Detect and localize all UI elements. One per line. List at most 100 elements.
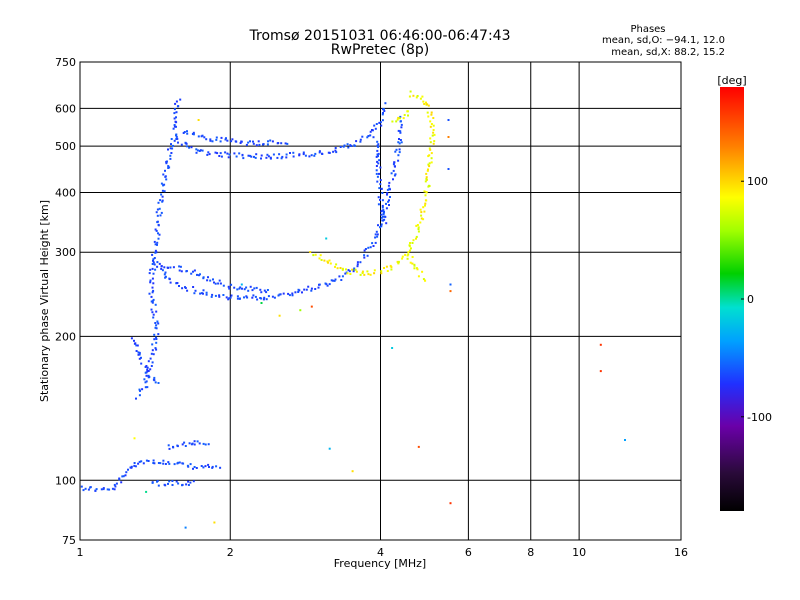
data-point: [161, 269, 164, 272]
data-point: [421, 95, 424, 98]
data-point: [427, 104, 430, 107]
data-point: [413, 263, 416, 266]
data-point: [175, 116, 177, 119]
data-point: [382, 112, 384, 114]
data-point: [393, 165, 396, 168]
data-point: [152, 261, 155, 264]
data-point: [193, 440, 196, 443]
data-point: [377, 146, 380, 148]
data-point: [170, 143, 172, 146]
data-point: [377, 143, 380, 146]
colorbar: [720, 87, 744, 511]
data-point: [325, 283, 328, 286]
data-point: [207, 151, 210, 154]
data-point: [202, 466, 205, 469]
data-point: [183, 441, 186, 444]
data-point: [341, 275, 344, 278]
data-point: [281, 155, 284, 158]
data-point: [265, 298, 268, 301]
data-point: [249, 285, 252, 288]
data-point: [363, 254, 366, 257]
data-point: [209, 139, 212, 142]
data-point: [156, 214, 159, 217]
data-point: [371, 129, 373, 131]
data-point: [384, 102, 387, 105]
data-point: [153, 379, 156, 382]
data-point: [318, 151, 321, 154]
data-point: [363, 273, 366, 276]
data-point: [236, 295, 239, 298]
data-point: [192, 467, 194, 470]
data-point: [172, 446, 175, 449]
data-point: [383, 110, 386, 112]
data-point: [400, 141, 403, 144]
data-point: [158, 233, 161, 236]
data-point: [145, 490, 148, 493]
data-point: [180, 270, 183, 273]
data-point: [164, 271, 167, 274]
data-point: [378, 172, 380, 175]
data-point: [156, 243, 158, 246]
data-point: [342, 145, 345, 148]
data-point: [152, 462, 155, 464]
data-point: [376, 153, 379, 156]
data-point: [217, 282, 220, 285]
data-point: [154, 268, 157, 271]
data-point: [262, 298, 265, 301]
data-point: [169, 266, 172, 269]
data-point: [157, 333, 160, 336]
data-point: [94, 489, 97, 492]
data-point: [375, 230, 378, 233]
data-point: [389, 264, 392, 267]
data-point: [157, 484, 160, 487]
data-point: [277, 142, 280, 144]
data-point: [409, 242, 411, 244]
data-point: [206, 153, 209, 156]
data-point: [375, 172, 378, 175]
data-point: [241, 287, 243, 290]
data-point: [113, 488, 116, 491]
data-point: [149, 279, 152, 282]
data-point: [374, 236, 377, 239]
data-point: [266, 289, 269, 291]
data-point: [425, 176, 428, 179]
data-point: [173, 108, 176, 111]
data-point: [175, 111, 178, 114]
data-point: [171, 484, 174, 486]
data-point: [385, 202, 387, 205]
data-point: [188, 146, 191, 149]
data-point: [227, 298, 230, 301]
data-point: [152, 313, 155, 316]
data-point: [280, 157, 283, 160]
data-point: [130, 337, 133, 340]
data-point: [313, 154, 316, 157]
data-point: [380, 188, 383, 190]
data-point: [133, 339, 135, 342]
data-point: [394, 150, 397, 153]
data-point: [338, 275, 341, 278]
data-point: [260, 157, 262, 160]
data-point: [159, 462, 162, 465]
data-point: [376, 160, 379, 163]
data-point: [287, 292, 290, 295]
data-point: [240, 283, 243, 286]
data-point: [336, 267, 339, 270]
data-point: [345, 268, 347, 271]
data-point: [138, 388, 141, 391]
data-point: [102, 488, 105, 491]
data-point: [182, 132, 185, 134]
data-point: [197, 135, 200, 138]
data-point: [151, 301, 154, 304]
x-tick-label: 16: [674, 546, 688, 559]
y-axis-label: Stationary phase Virtual Height [km]: [38, 200, 51, 402]
data-point: [415, 235, 418, 238]
data-point: [180, 143, 183, 146]
data-point: [317, 286, 320, 289]
data-point: [429, 141, 432, 144]
data-point: [172, 266, 175, 269]
data-point: [411, 262, 414, 265]
data-point: [430, 123, 433, 125]
data-point: [186, 464, 189, 467]
data-point: [172, 127, 175, 130]
data-point: [167, 165, 170, 168]
